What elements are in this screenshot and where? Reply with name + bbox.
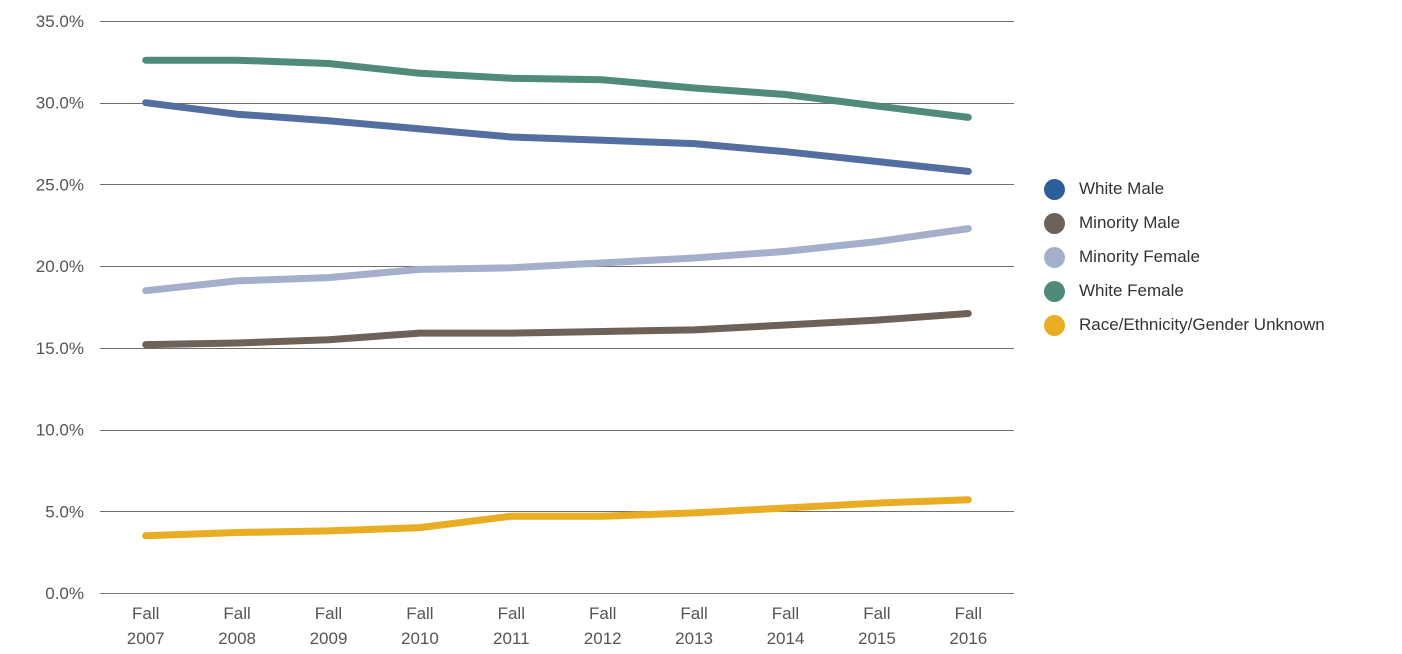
x-tick-label: Fall 2016 <box>949 604 987 648</box>
legend-item: White Female <box>1044 274 1325 308</box>
y-tick-label: 25.0% <box>36 175 84 194</box>
legend-label: Race/Ethnicity/Gender Unknown <box>1079 315 1325 334</box>
x-tick-label: Fall 2008 <box>218 604 256 648</box>
series-line <box>142 99 972 175</box>
legend-label: White Male <box>1079 179 1165 198</box>
legend-item: White Male <box>1044 172 1325 206</box>
x-tick-label: Fall 2012 <box>584 604 622 648</box>
series-lines <box>142 56 972 540</box>
y-tick-label: 15.0% <box>36 339 84 358</box>
x-tick-label: Fall 2007 <box>127 604 165 648</box>
legend-item: Minority Female <box>1044 240 1325 274</box>
x-tick-label: Fall 2013 <box>675 604 713 648</box>
series-line <box>142 56 972 121</box>
legend-swatch <box>1044 246 1065 268</box>
legend-label: Minority Male <box>1079 213 1181 232</box>
x-tick-label: Fall 2009 <box>310 604 348 648</box>
chart-legend: White Male Minority Male Minority Female Wh… <box>1044 172 1325 342</box>
x-tick-label: Fall 2010 <box>401 604 439 648</box>
x-axis-ticks: Fall 2007 Fall 2008 Fall 2009 Fall 2010 Fall 2011… <box>127 604 987 648</box>
x-tick-label: Fall 2011 <box>493 604 530 648</box>
legend-swatch <box>1044 178 1065 200</box>
y-tick-label: 35.0% <box>36 12 84 31</box>
series-line <box>142 496 972 540</box>
series-line <box>142 310 972 349</box>
legend-swatch <box>1044 280 1065 302</box>
y-axis-ticks: 0.0% 5.0% 10.0% 15.0% 20.0% 25.0% 30.0% 35.0% <box>36 12 84 603</box>
x-tick-label: Fall 2014 <box>767 604 805 648</box>
legend-swatch <box>1044 212 1065 234</box>
legend-label: White Female <box>1079 281 1184 300</box>
legend-item: Minority Male <box>1044 206 1325 240</box>
y-tick-label: 20.0% <box>36 257 84 276</box>
legend-swatch <box>1044 314 1065 336</box>
legend-item: Race/Ethnicity/Gender Unknown <box>1044 308 1325 342</box>
series-line <box>142 225 972 295</box>
y-tick-label: 5.0% <box>45 502 84 521</box>
y-tick-label: 10.0% <box>36 421 84 440</box>
y-tick-label: 0.0% <box>45 584 84 603</box>
y-tick-label: 30.0% <box>36 94 84 113</box>
x-tick-label: Fall 2015 <box>858 604 896 648</box>
legend-label: Minority Female <box>1079 247 1200 266</box>
